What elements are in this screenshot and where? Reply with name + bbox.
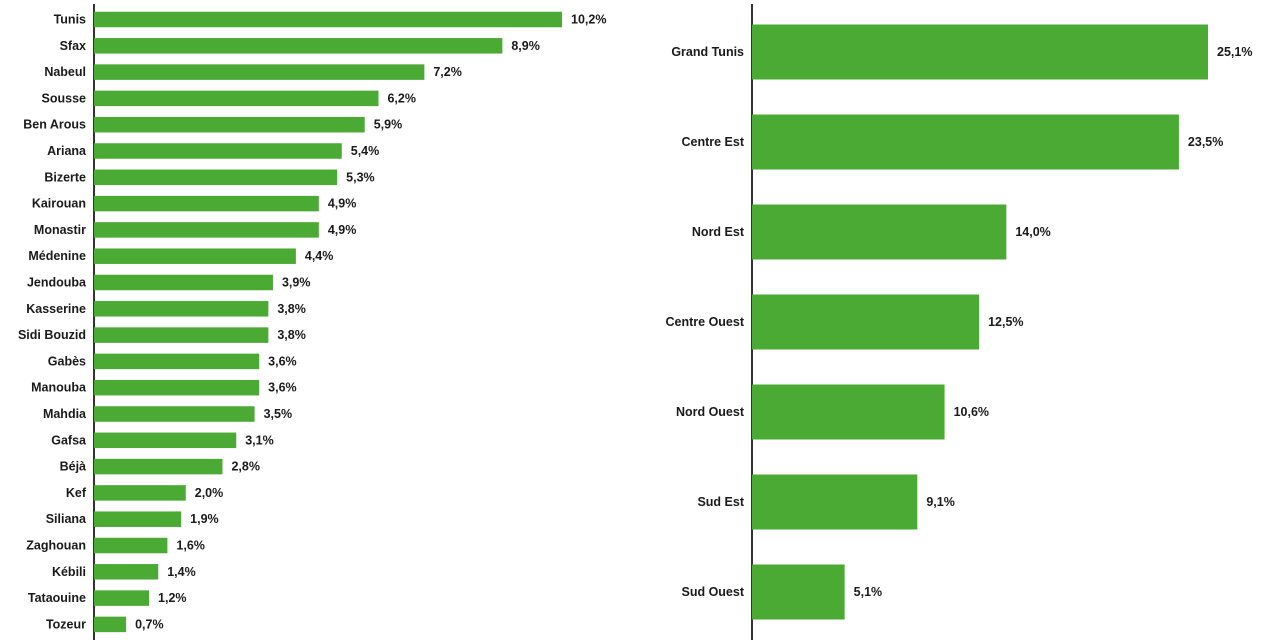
value-label-kairouan: 4,9% [328, 197, 357, 211]
category-label-kef: Kef [66, 486, 87, 500]
category-label-tataouine: Tataouine [28, 591, 86, 605]
value-label-manouba: 3,6% [268, 381, 297, 395]
value-label-siliana: 1,9% [190, 512, 219, 526]
bar-grand-tunis [752, 24, 1208, 80]
category-label-nord-est: Nord Est [692, 225, 745, 239]
bar-nabeul [94, 64, 425, 80]
value-label-monastir: 4,9% [328, 223, 357, 237]
bar-tunis [94, 11, 562, 28]
bar-ben-arous [94, 116, 365, 133]
value-label-kef: 2,0% [195, 486, 224, 500]
bar-zaghouan [94, 537, 168, 554]
region-bar-chart: Grand Tunis 25,1% Centre Est 23,5% Nord Est 1… [666, 4, 1252, 640]
value-label-sud-est: 9,1% [926, 495, 955, 509]
bar-ariana [94, 143, 342, 159]
category-label-medenine: Médenine [28, 249, 86, 263]
category-label-centre-ouest: Centre Ouest [666, 315, 745, 329]
category-label-tunis: Tunis [54, 13, 86, 27]
category-label-ben-arous: Ben Arous [23, 118, 86, 132]
bar-kef [94, 485, 186, 501]
value-label-ariana: 5,4% [351, 144, 380, 158]
category-label-manouba: Manouba [31, 381, 87, 395]
bar-sousse [94, 90, 379, 107]
value-label-beja: 2,8% [231, 460, 260, 474]
bar-manouba [94, 379, 260, 396]
category-label-grand-tunis: Grand Tunis [671, 45, 744, 59]
bar-tataouine [94, 590, 150, 606]
bar-monastir [94, 222, 319, 238]
value-label-nord-est: 14,0% [1015, 225, 1050, 239]
category-label-nabeul: Nabeul [44, 65, 86, 79]
category-label-kairouan: Kairouan [32, 197, 86, 211]
category-label-sfax: Sfax [60, 39, 86, 53]
category-label-siliana: Siliana [46, 512, 87, 526]
value-label-gafsa: 3,1% [245, 433, 274, 447]
value-label-tataouine: 1,2% [158, 591, 187, 605]
category-label-sidi-bouzid: Sidi Bouzid [18, 328, 86, 342]
value-label-tunis: 10,2% [571, 13, 606, 27]
value-label-zaghouan: 1,6% [176, 539, 205, 553]
value-label-mahdia: 3,5% [264, 407, 293, 421]
category-label-gafsa: Gafsa [51, 433, 87, 447]
bar-sud-est [752, 474, 918, 530]
value-label-nord-ouest: 10,6% [954, 405, 989, 419]
category-label-bizerte: Bizerte [44, 170, 86, 184]
bar-sidi-bouzid [94, 327, 269, 343]
category-label-zaghouan: Zaghouan [26, 539, 86, 553]
bar-nord-est [752, 204, 1007, 260]
value-label-kasserine: 3,8% [277, 302, 306, 316]
bar-tozeur [94, 616, 127, 633]
bar-gafsa [94, 432, 237, 449]
bar-jendouba [94, 274, 273, 291]
bar-kairouan [94, 195, 319, 212]
category-label-gabes: Gabès [48, 354, 86, 368]
bar-gabes [94, 353, 260, 370]
category-label-monastir: Monastir [34, 223, 86, 237]
value-label-sud-ouest: 5,1% [854, 585, 883, 599]
bar-kasserine [94, 301, 269, 317]
bar-kebili [94, 564, 159, 580]
bar-nord-ouest [752, 384, 945, 440]
value-label-sousse: 6,2% [387, 91, 416, 105]
bar-beja [94, 458, 223, 475]
bar-centre-ouest [752, 294, 980, 350]
category-label-nord-ouest: Nord Ouest [676, 405, 745, 419]
value-label-centre-ouest: 12,5% [988, 315, 1023, 329]
category-label-kasserine: Kasserine [26, 302, 86, 316]
bar-bizerte [94, 169, 338, 186]
value-label-sfax: 8,9% [511, 39, 539, 53]
category-label-ariana: Ariana [47, 144, 87, 158]
category-label-sud-est: Sud Est [697, 495, 744, 509]
bar-sud-ouest [752, 564, 845, 620]
value-label-jendouba: 3,9% [282, 276, 311, 290]
category-label-jendouba: Jendouba [27, 276, 87, 290]
category-label-kebili: Kébili [52, 565, 86, 579]
category-label-tozeur: Tozeur [46, 617, 86, 631]
category-label-sousse: Sousse [42, 91, 87, 105]
category-label-centre-est: Centre Est [681, 135, 744, 149]
bar-medenine [94, 248, 296, 264]
category-label-beja: Béjà [60, 460, 86, 474]
value-label-ben-arous: 5,9% [374, 118, 403, 132]
value-label-sidi-bouzid: 3,8% [277, 328, 306, 342]
governorate-bar-chart: Tunis 10,2% Sfax 8,9% Nabeul 7,2% Sousse 6,2% Be… [18, 4, 606, 640]
bar-siliana [94, 511, 182, 527]
category-label-mahdia: Mahdia [43, 407, 87, 421]
value-label-nabeul: 7,2% [433, 65, 462, 79]
value-label-grand-tunis: 25,1% [1217, 45, 1252, 59]
value-label-gabes: 3,6% [268, 354, 297, 368]
bar-sfax [94, 38, 503, 54]
bar-mahdia [94, 406, 255, 422]
category-label-sud-ouest: Sud Ouest [681, 585, 744, 599]
value-label-bizerte: 5,3% [346, 170, 375, 184]
value-label-medenine: 4,4% [305, 249, 334, 263]
value-label-tozeur: 0,7% [135, 617, 164, 631]
value-label-kebili: 1,4% [167, 565, 196, 579]
value-label-centre-est: 23,5% [1188, 135, 1223, 149]
bar-centre-est [752, 114, 1179, 170]
